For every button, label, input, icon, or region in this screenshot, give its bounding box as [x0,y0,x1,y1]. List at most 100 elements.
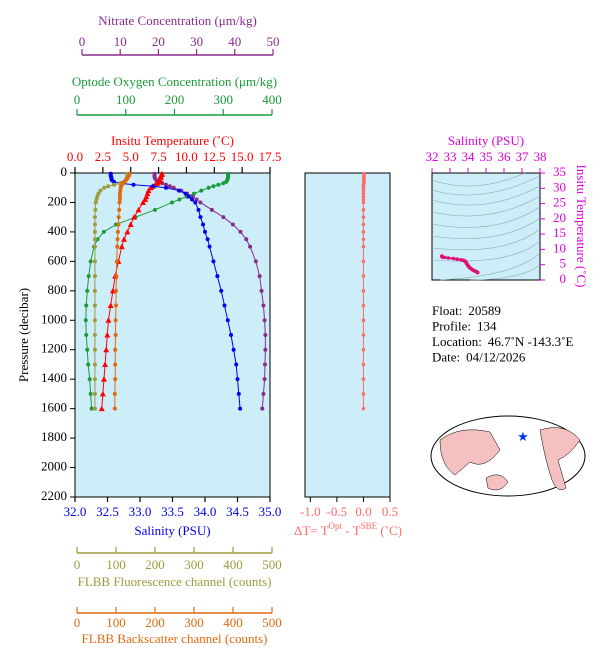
data-point [98,188,103,193]
x-tick-label: 300 [184,557,204,572]
data-point [198,200,203,205]
data-point [209,207,214,212]
data-point [92,244,97,249]
data-point [230,222,235,227]
data-point [361,191,366,196]
world-map: ★ [430,415,586,497]
x-tick-label: 400 [262,92,282,107]
ts-point [442,255,447,260]
y-axis-label: Pressure (decibar) [16,288,31,382]
data-point [193,200,198,205]
x-tick-label: 36 [498,149,512,164]
data-point [100,376,107,382]
info-value: 20589 [468,303,501,318]
x-tick-label: 50 [267,34,280,49]
data-point [112,406,117,411]
x-tick-label: 100 [116,92,136,107]
data-point [221,181,226,186]
x-tick-label: 300 [214,92,234,107]
data-point [361,185,366,190]
data-point [92,406,97,411]
x-tick-label: 0 [79,34,86,49]
info-value: 134 [477,318,497,333]
data-point [151,184,155,189]
data-point [135,206,142,213]
data-point [102,185,107,190]
data-point [115,229,120,234]
axis-title: FLBB Fluorescence channel (counts) [78,574,272,589]
y-tick-label: 10 [553,240,566,255]
data-point [101,229,106,234]
y-tick-label: 800 [48,282,68,297]
data-point [229,333,233,337]
info-value: 04/12/2026 [466,349,526,364]
data-point [98,405,105,412]
data-point [177,197,182,202]
data-point [92,318,97,323]
x-tick-label: 35 [480,149,493,164]
data-point [117,194,122,199]
data-point [117,197,122,202]
data-point [171,185,176,190]
x-tick-label: 5.0 [123,149,139,164]
y-tick-label: 600 [48,252,68,267]
data-point [263,333,268,337]
data-point [219,288,224,293]
data-point [361,237,366,242]
data-point [92,215,97,220]
x-tick-label: 10 [114,34,127,49]
info-value: 46.7˚N -143.3˚E [488,334,574,349]
y-tick-label: 30 [553,179,566,194]
data-point [117,191,122,196]
ts-point [451,256,456,261]
data-point [113,347,118,352]
land [485,474,509,491]
difference-panel [304,172,391,498]
data-point [85,288,90,293]
data-point [361,303,366,308]
float-info: Profile: 134 [432,318,497,333]
data-point [361,222,366,227]
data-point [92,259,97,264]
data-point [99,390,106,397]
data-point [361,392,366,396]
data-point [186,194,191,199]
x-tick-label: 300 [184,615,204,630]
data-point [153,207,157,212]
x-tick-label: 0.0 [355,504,371,519]
data-point [261,391,266,396]
x-tick-label: 30 [190,34,203,49]
data-point [131,214,138,220]
data-point [206,185,211,190]
x-tick-label: 0 [74,92,81,107]
x-tick-label: 400 [223,615,243,630]
data-point [260,406,265,411]
data-point [262,318,267,323]
data-point [192,191,196,196]
data-point [93,200,98,205]
data-point [92,333,97,337]
x-tick-label: 37 [516,149,530,164]
data-point [114,303,118,308]
data-point [92,274,97,279]
data-point [115,244,120,249]
x-tick-label: 34 [462,149,476,164]
data-point [361,333,366,337]
data-point [164,185,168,190]
data-point [235,377,240,382]
data-point [88,259,93,264]
data-point [114,274,119,279]
x-tick-label: 2.5 [95,149,111,164]
data-point [361,200,366,205]
data-point [107,302,114,309]
data-point [215,274,220,279]
data-point [248,244,253,249]
x-tick-label: 33.5 [161,504,184,519]
data-point [106,184,111,189]
y-tick-label: 35 [553,164,566,179]
axis-title-part: Opt [329,521,343,531]
data-point [87,377,92,382]
land [539,427,581,490]
ts-point [475,270,480,275]
data-point [238,406,243,411]
